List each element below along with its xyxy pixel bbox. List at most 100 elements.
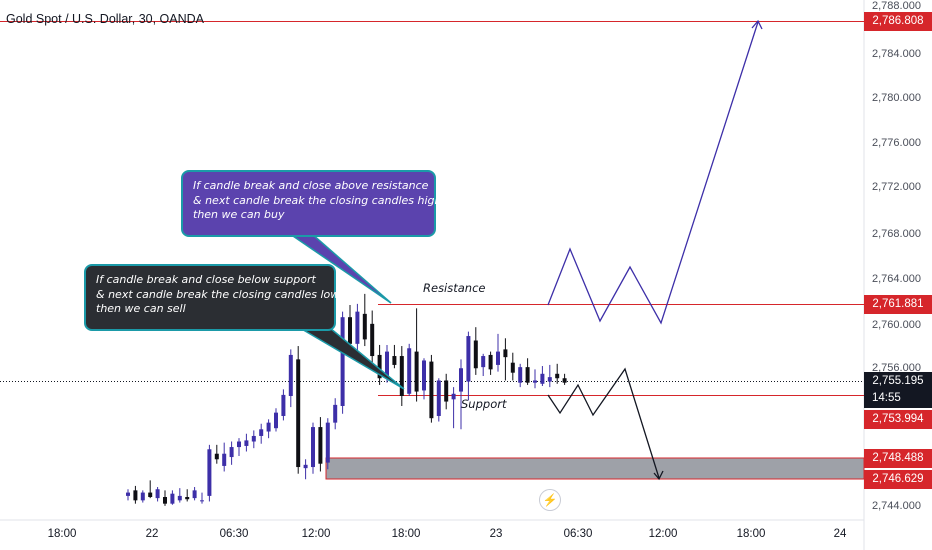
candle-body (547, 377, 552, 382)
buy-note-line-2: & next candle break the closing candles … (193, 193, 442, 207)
sell-note-line-1: If candle break and close below support (96, 273, 316, 286)
candle-body (466, 336, 471, 382)
candle-body (148, 492, 153, 498)
candle-body (488, 354, 493, 370)
sell-note-callout[interactable]: If candle break and close below support … (84, 264, 340, 331)
candle-body (496, 351, 500, 365)
y-tick-label: 2,744.000 (872, 500, 921, 512)
y-tick-label: 2,764.000 (872, 273, 921, 285)
candle-body (266, 422, 271, 432)
candle-body (481, 356, 486, 368)
y-tick-label: 2,780.000 (872, 92, 921, 104)
support-price-tag[interactable]: 2,753.994 (864, 410, 932, 429)
target-price-tag[interactable]: 2,786.808 (864, 12, 932, 31)
sell-note-line-2: & next candle break the closing candles … (96, 287, 340, 301)
buy-target-arrowhead (751, 19, 763, 30)
candle-body (340, 317, 345, 406)
lightning-icon[interactable]: ⚡ (539, 489, 561, 511)
candle-body (510, 362, 515, 373)
sell-target-arrowhead (653, 470, 664, 481)
buy-note-line-3: then we can buy (193, 208, 285, 221)
candle-body (414, 351, 419, 392)
y-tick-label: 2,776.000 (872, 137, 921, 149)
candle-body (281, 394, 286, 416)
candle-body (274, 412, 278, 429)
support-label: Support (461, 397, 507, 411)
candle-body (451, 393, 456, 400)
current-price-tag[interactable]: 2,755.195 (864, 372, 932, 391)
x-tick-label: 18:00 (47, 528, 77, 540)
x-tick-label: 06:30 (563, 528, 593, 540)
candle-body (377, 354, 382, 379)
candle-body (303, 464, 308, 469)
y-tick-label: 2,756.000 (872, 362, 921, 374)
candle-body (459, 368, 463, 392)
buy-note-callout[interactable]: If candle break and close above resistan… (181, 170, 442, 237)
zone-bottom-price-tag[interactable]: 2,746.629 (864, 470, 932, 489)
y-tick-label: 2,784.000 (872, 48, 921, 60)
bar-countdown: 14:55 (864, 389, 932, 408)
candle-body (392, 356, 397, 365)
resistance-label: Resistance (423, 281, 486, 295)
x-tick-label: 18:00 (736, 528, 766, 540)
candle-body (436, 380, 441, 416)
candle-body (170, 493, 175, 504)
candle-body (422, 360, 426, 391)
candle-body (473, 340, 478, 369)
x-tick-label: 24 (833, 528, 847, 540)
symbol-title[interactable]: Gold Spot / U.S. Dollar, 30, OANDA (6, 12, 204, 26)
candle-body (540, 373, 545, 384)
candle-body (244, 440, 249, 446)
resistance-price-tag[interactable]: 2,761.881 (864, 295, 932, 314)
candle-body (200, 500, 204, 502)
candle-body (140, 492, 145, 501)
zone-top-price-tag[interactable]: 2,748.488 (864, 449, 932, 468)
demand-zone (325, 457, 865, 480)
candles-group (126, 293, 567, 506)
x-tick-label: 12:00 (648, 528, 678, 540)
candle-body (214, 453, 219, 460)
candle-body (503, 349, 508, 358)
candle-body (318, 427, 323, 464)
buy-scenario-path (547, 21, 759, 325)
candle-body (207, 449, 212, 496)
candle-body (429, 361, 434, 419)
candle-body (325, 422, 330, 463)
candle-body (237, 441, 241, 448)
candle-body (555, 373, 560, 379)
candle-body (229, 447, 234, 458)
candle-body (518, 367, 523, 383)
candle-body (185, 497, 190, 500)
candle-body (259, 429, 264, 436)
candle-body (525, 367, 530, 383)
sell-scenario-path (547, 367, 660, 479)
candle-body (155, 489, 160, 499)
x-tick-label: 23 (489, 528, 503, 540)
candle-body (362, 313, 367, 340)
candle-body (444, 380, 449, 402)
candle-body (399, 356, 404, 396)
candle-body (355, 311, 360, 344)
x-tick-label: 22 (145, 528, 159, 540)
candle-body (407, 348, 412, 394)
x-tick-label: 06:30 (219, 528, 249, 540)
candle-body (385, 351, 389, 377)
x-tick-label: 12:00 (301, 528, 331, 540)
candle-body (533, 380, 537, 383)
candle-body (251, 435, 256, 442)
candle-body (133, 490, 138, 501)
candle-body (296, 359, 301, 468)
candle-body (370, 323, 375, 357)
candle-body (333, 404, 338, 423)
y-tick-label: 2,772.000 (872, 181, 921, 193)
candle-body (562, 378, 567, 383)
y-tick-label: 2,788.000 (872, 0, 921, 12)
candle-body (177, 495, 182, 501)
candle-body (311, 427, 315, 468)
buy-note-line-1: If candle break and close above resistan… (193, 179, 429, 192)
candle-body (192, 490, 197, 499)
y-tick-label: 2,768.000 (872, 228, 921, 240)
candle-body (222, 453, 227, 466)
